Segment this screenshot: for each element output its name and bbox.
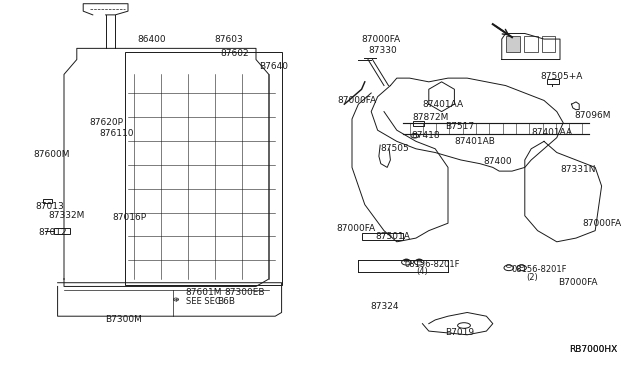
Bar xyxy=(524,36,538,52)
Text: 87332M: 87332M xyxy=(48,211,84,220)
Text: 87012: 87012 xyxy=(38,228,67,237)
Text: 87602: 87602 xyxy=(221,49,250,58)
Text: 87401AA: 87401AA xyxy=(531,128,572,137)
Text: 87501A: 87501A xyxy=(376,232,410,241)
Text: 87620P: 87620P xyxy=(90,118,124,127)
Text: (2): (2) xyxy=(526,273,538,282)
Text: SEE SEC: SEE SEC xyxy=(186,297,220,306)
Text: 87400: 87400 xyxy=(483,157,512,166)
Text: 876110: 876110 xyxy=(99,129,134,138)
Text: 87300EB: 87300EB xyxy=(224,288,264,296)
Text: 87872M: 87872M xyxy=(413,113,449,122)
Text: 08156-8201F: 08156-8201F xyxy=(404,260,460,269)
Text: 87601M: 87601M xyxy=(186,288,222,296)
Bar xyxy=(125,52,282,285)
Text: 87000FA: 87000FA xyxy=(337,96,376,105)
Text: 87000FA: 87000FA xyxy=(582,219,621,228)
Text: 87418: 87418 xyxy=(411,131,440,140)
Text: 87401AB: 87401AB xyxy=(454,137,495,146)
Text: 87000FA: 87000FA xyxy=(336,224,375,233)
Bar xyxy=(54,228,70,234)
Text: 08156-8201F: 08156-8201F xyxy=(512,265,568,274)
Text: 86400: 86400 xyxy=(138,35,166,44)
Bar xyxy=(547,79,559,84)
Text: 87331N: 87331N xyxy=(560,165,595,174)
Text: 87600M: 87600M xyxy=(33,150,70,159)
Text: B7517: B7517 xyxy=(445,122,474,131)
Text: 87096M: 87096M xyxy=(574,111,611,120)
Text: (4): (4) xyxy=(417,267,428,276)
Text: RB7000HX: RB7000HX xyxy=(570,345,618,354)
Text: B7019: B7019 xyxy=(445,328,474,337)
Text: 87013: 87013 xyxy=(35,202,64,211)
Bar xyxy=(413,121,424,126)
Text: 87603: 87603 xyxy=(214,35,243,44)
Text: 87401AA: 87401AA xyxy=(422,100,463,109)
Text: B7640: B7640 xyxy=(259,62,288,71)
Bar xyxy=(542,36,555,52)
Text: 87330: 87330 xyxy=(368,46,397,55)
Text: B6B: B6B xyxy=(218,297,236,306)
Text: RB7000HX: RB7000HX xyxy=(570,345,618,354)
Text: 87505: 87505 xyxy=(381,144,410,153)
Text: B7300M: B7300M xyxy=(106,315,143,324)
Text: B7000FA: B7000FA xyxy=(558,278,598,287)
Text: 87016P: 87016P xyxy=(112,213,146,222)
Text: 87505+A: 87505+A xyxy=(541,72,583,81)
Bar xyxy=(506,36,520,52)
Text: 87324: 87324 xyxy=(370,302,399,311)
Bar xyxy=(362,232,403,240)
Text: 87000FA: 87000FA xyxy=(362,35,401,44)
Bar xyxy=(43,199,52,203)
